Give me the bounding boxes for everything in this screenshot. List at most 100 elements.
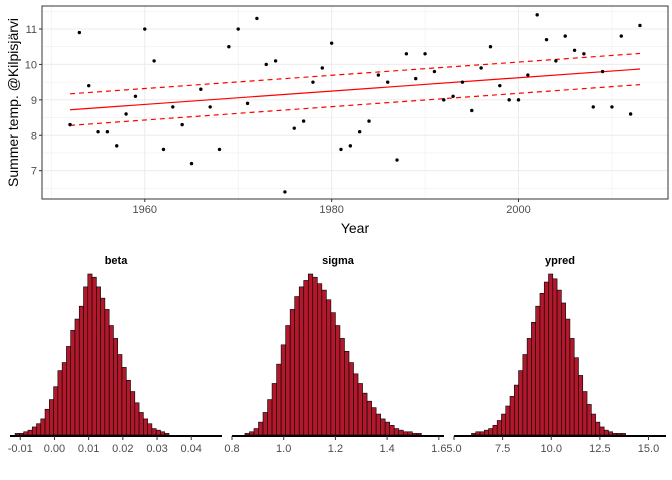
histogram-bar	[87, 273, 93, 436]
scatter-point	[432, 69, 437, 74]
histogram-bar	[125, 379, 131, 436]
scatter-point	[507, 98, 511, 102]
y-tick-label: 9	[31, 95, 37, 107]
scatter-point	[245, 101, 250, 106]
histogram-bar	[556, 289, 562, 436]
histogram-bar	[130, 391, 136, 436]
y-tick-label: 8	[31, 130, 37, 142]
histogram-tick-label: 1.6	[431, 443, 446, 455]
histogram-bar	[561, 302, 566, 436]
histogram-bar	[608, 431, 614, 436]
scatter-point	[208, 105, 212, 109]
histogram-bar	[484, 429, 489, 436]
histogram-bar	[317, 283, 323, 436]
y-axis-title: Summer temp. @Kilpisjärvi	[5, 18, 21, 187]
scatter-points	[68, 13, 642, 194]
histogram-bar	[31, 426, 37, 436]
histogram-bar	[143, 418, 148, 436]
scatter-point	[217, 147, 222, 152]
histogram-bar	[586, 404, 592, 436]
histogram-bar	[262, 412, 268, 436]
scatter-point	[582, 52, 586, 56]
histogram-tick-label: 0.01	[78, 443, 99, 455]
histogram-bar	[285, 325, 291, 436]
histogram-bar	[384, 421, 391, 436]
scatter-point	[171, 105, 175, 109]
histogram-bar	[61, 362, 67, 436]
scatter-point	[180, 122, 184, 127]
histogram-bar	[488, 428, 494, 436]
histogram-bar	[160, 431, 166, 436]
histogram-bar	[393, 428, 400, 436]
scatter-point	[329, 41, 334, 45]
histogram-bar	[104, 309, 110, 436]
scatter-point	[516, 98, 521, 102]
histogram-bar	[53, 386, 59, 436]
band-upper-line	[69, 52, 641, 95]
histogram-tick-label: 0.04	[181, 443, 202, 455]
x-tick-label: 2000	[506, 204, 530, 216]
histogram-bar	[552, 278, 558, 436]
histogram-bar	[19, 433, 24, 436]
histogram-bar	[616, 433, 622, 436]
histogram-bar	[14, 433, 20, 436]
histogram-bar	[23, 431, 29, 436]
scatter-point	[479, 66, 483, 70]
histogram-bar	[353, 373, 359, 436]
histogram-bar	[321, 289, 327, 436]
facet-title-sigma: sigma	[322, 255, 355, 267]
histogram-bar	[416, 433, 422, 436]
histogram-bar	[83, 286, 89, 436]
histogram-bar	[603, 429, 609, 436]
y-tick-label: 10	[25, 59, 37, 71]
histogram-bar	[578, 375, 584, 436]
scatter-point	[488, 45, 493, 49]
histogram-tick-label: 0.00	[44, 443, 65, 455]
scatter-point	[414, 76, 418, 81]
histogram-bar	[117, 354, 123, 436]
scatter-point	[470, 108, 474, 113]
histogram-bar	[113, 338, 119, 436]
histogram-bar	[475, 431, 481, 436]
histogram-bar	[40, 418, 46, 436]
histogram-bar	[49, 399, 54, 436]
histogram-tick-label: 12.5	[589, 443, 610, 455]
scatter-point	[376, 73, 381, 77]
histogram-bar	[371, 407, 377, 436]
scatter-point	[152, 59, 156, 63]
histogram-bar	[134, 402, 140, 436]
scatter-point	[404, 52, 409, 56]
histogram-tick-label: 7.5	[495, 443, 510, 455]
scatter-point	[105, 130, 110, 134]
histogram-bar	[412, 433, 418, 436]
scatter-point	[77, 30, 82, 35]
histogram-bar	[289, 309, 295, 436]
scatter-point	[386, 80, 390, 84]
fit-line	[69, 68, 641, 111]
histogram-beta: beta -0.01 0.00 0.01 0.02 0.03 0.04	[8, 255, 222, 455]
scatter-point	[451, 94, 455, 99]
histogram-bar	[155, 429, 161, 436]
scatter-point	[423, 52, 427, 56]
scatter-point	[339, 147, 343, 152]
histogram-bar	[582, 391, 588, 436]
histogram-bar	[620, 433, 626, 436]
scatter-point	[264, 62, 268, 67]
histogram-bar	[276, 363, 282, 436]
histogram-bar	[591, 413, 596, 436]
histogram-bar	[573, 357, 579, 436]
scatter-point	[301, 119, 306, 123]
histogram-bar	[375, 413, 381, 436]
scatter-point	[563, 34, 567, 38]
histogram-tick-label: 0.02	[112, 443, 133, 455]
histogram-ypred: ypred 5.0 7.5 10.0 12.5 15.0	[446, 255, 666, 455]
x-tick-label: 1960	[133, 204, 157, 216]
x-axis-title: Year	[341, 220, 370, 236]
histogram-bar	[271, 383, 277, 436]
histogram-bar	[312, 276, 318, 436]
histogram-tick-label: 0.03	[146, 443, 167, 455]
histogram-bar	[74, 318, 80, 436]
histogram-bar	[505, 405, 511, 436]
histogram-bar	[100, 297, 106, 436]
scatter-point	[526, 73, 530, 77]
